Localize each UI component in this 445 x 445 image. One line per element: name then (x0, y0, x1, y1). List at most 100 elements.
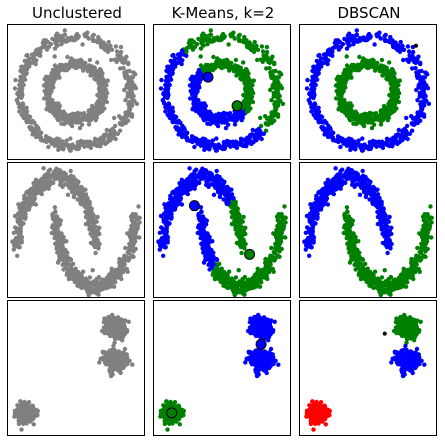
data-point (274, 81, 279, 86)
data-point (304, 86, 310, 91)
data-point (365, 119, 370, 124)
data-point (83, 60, 88, 66)
data-point (214, 121, 219, 127)
data-point (90, 215, 95, 220)
data-point (264, 44, 270, 50)
data-point (162, 202, 167, 207)
data-point (29, 125, 34, 130)
data-point (175, 125, 180, 130)
data-point (307, 91, 312, 97)
data-point (85, 142, 91, 147)
data-point (167, 102, 172, 107)
data-point (333, 38, 338, 43)
data-point (51, 218, 57, 223)
data-point (44, 47, 50, 52)
data-point (239, 118, 244, 123)
data-point (354, 113, 359, 118)
data-point (95, 143, 100, 149)
data-point (382, 38, 388, 43)
data-point (168, 72, 173, 77)
data-point (188, 96, 193, 101)
data-point (115, 131, 121, 136)
data-point (124, 254, 129, 260)
data-point (323, 130, 328, 135)
data-point (165, 76, 170, 82)
data-point (93, 109, 98, 114)
data-point (229, 60, 234, 66)
data-point (271, 94, 276, 99)
data-point (408, 57, 413, 62)
data-point (272, 107, 278, 113)
data-point (201, 250, 206, 255)
data-point (13, 77, 18, 83)
data-point (215, 144, 221, 150)
data-point (366, 146, 371, 152)
data-point (426, 101, 432, 107)
data-point (22, 72, 27, 77)
scatter-panel-0-1 (158, 28, 286, 153)
data-point (92, 241, 97, 246)
data-point (398, 39, 403, 45)
data-point (47, 107, 52, 113)
data-point (375, 60, 380, 66)
data-point (103, 141, 108, 147)
data-point (255, 57, 260, 63)
data-point (68, 136, 73, 141)
data-point (173, 114, 178, 119)
data-point (261, 53, 266, 58)
data-point (122, 60, 127, 65)
data-point (79, 122, 85, 127)
data-point (242, 36, 247, 42)
data-point (87, 224, 93, 229)
data-point (351, 121, 356, 126)
data-point (221, 114, 227, 119)
data-point (420, 81, 425, 86)
data-point (377, 142, 383, 147)
data-point (71, 261, 76, 267)
data-point (220, 31, 226, 37)
data-point (78, 57, 83, 62)
data-point (50, 71, 55, 77)
data-point (85, 196, 90, 201)
data-point (246, 93, 251, 99)
data-point (223, 192, 229, 197)
data-point (126, 250, 131, 256)
data-point (420, 100, 425, 105)
data-point (398, 137, 403, 142)
data-point (393, 133, 399, 138)
data-point (203, 108, 208, 114)
data-point (348, 112, 353, 117)
data-point (169, 63, 175, 68)
data-point (223, 125, 229, 131)
data-point (15, 91, 20, 97)
data-point (374, 144, 379, 149)
data-point (61, 235, 66, 240)
data-point (90, 268, 95, 273)
data-point (379, 63, 384, 69)
data-point (75, 114, 81, 119)
data-point (423, 93, 428, 99)
data-point (356, 138, 361, 143)
data-point (364, 37, 369, 43)
data-point (233, 63, 238, 69)
data-point (93, 250, 98, 256)
data-point (325, 61, 330, 67)
data-point (192, 144, 197, 150)
data-point (205, 67, 211, 72)
data-point (259, 44, 265, 49)
data-point (27, 64, 32, 69)
data-point (90, 112, 95, 118)
data-point (116, 57, 121, 62)
data-point (79, 64, 84, 70)
data-point (179, 134, 185, 140)
data-point (220, 146, 225, 152)
data-point (245, 138, 250, 143)
data-point (338, 144, 343, 150)
data-point (23, 63, 29, 68)
scatter-panel-0-0 (12, 28, 140, 153)
data-point (309, 109, 314, 114)
data-point (404, 57, 410, 62)
data-point (371, 122, 377, 127)
data-point (21, 114, 26, 119)
data-point (88, 211, 94, 216)
